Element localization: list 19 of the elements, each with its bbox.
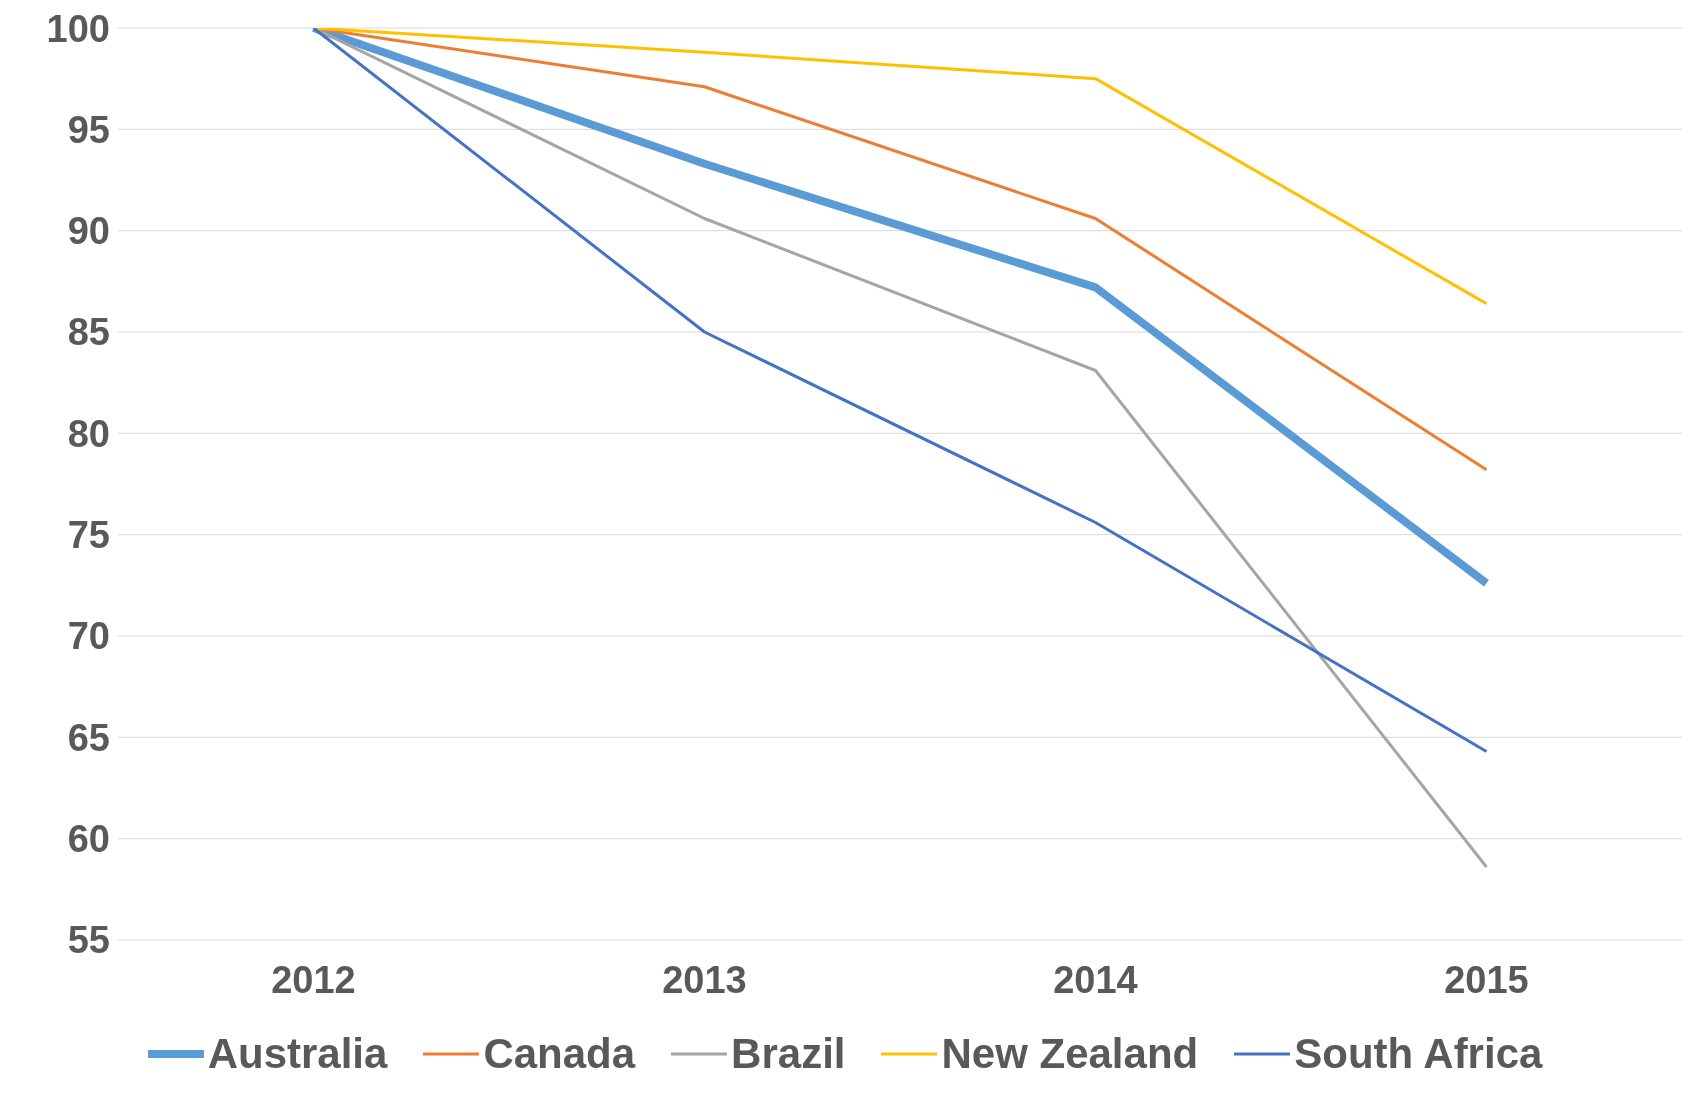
x-tick-label: 2015 xyxy=(1444,958,1529,1001)
y-tick-label: 95 xyxy=(67,108,110,151)
legend-label: Australia xyxy=(206,1030,388,1078)
y-tick-label: 85 xyxy=(67,311,110,354)
y-tick-label: 55 xyxy=(67,919,110,962)
y-tick-label: 100 xyxy=(46,7,110,50)
legend-label: Brazil xyxy=(730,1030,846,1078)
y-tick-label: 65 xyxy=(67,716,110,759)
y-tick-label: 60 xyxy=(67,818,110,861)
y-tick-label: 80 xyxy=(67,412,110,455)
y-tick-label: 75 xyxy=(67,514,110,557)
y-tick-label: 90 xyxy=(67,210,110,253)
x-tick-label: 2012 xyxy=(271,958,356,1001)
legend-label: South Africa xyxy=(1293,1030,1543,1078)
x-tick-label: 2013 xyxy=(662,958,747,1001)
y-tick-label: 70 xyxy=(67,615,110,658)
x-tick-label: 2014 xyxy=(1053,958,1138,1001)
legend-label: New Zealand xyxy=(940,1030,1199,1078)
legend-label: Canada xyxy=(482,1030,636,1078)
